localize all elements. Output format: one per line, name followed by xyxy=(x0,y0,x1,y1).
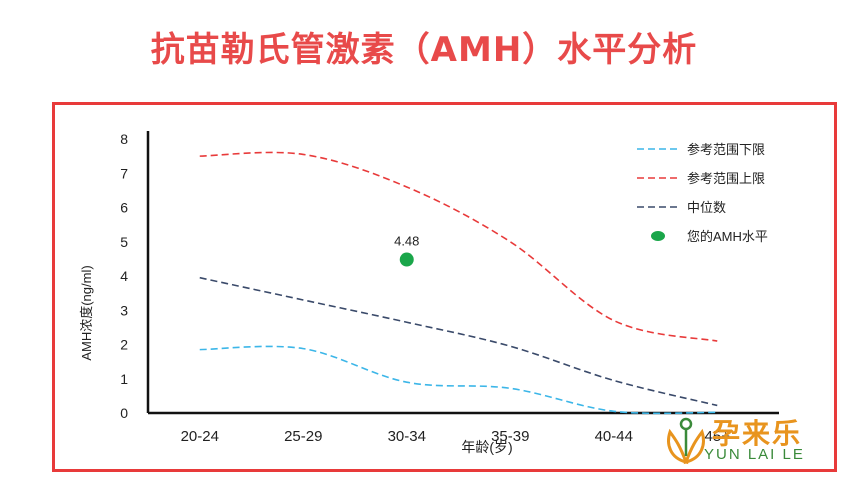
x-axis-label: 年龄(岁) xyxy=(461,439,512,455)
x-tick-label: 25-29 xyxy=(284,428,322,445)
legend-label: 参考范围下限 xyxy=(687,142,765,157)
legend-label: 中位数 xyxy=(687,200,726,215)
series-line-2 xyxy=(199,151,718,342)
y-tick-labels: 0 1 2 3 4 5 6 7 8 xyxy=(120,131,128,421)
y-tick-label: 4 xyxy=(120,268,128,284)
chart-frame: 0 1 2 3 4 5 6 7 8 20-24 25-29 30-34 35-39 40-44 45+ 4… xyxy=(52,102,837,472)
series-lines xyxy=(199,151,718,415)
x-tick-label: 45+ xyxy=(705,428,731,445)
y-tick-label: 0 xyxy=(120,405,128,421)
x-tick-labels: 20-24 25-29 30-34 35-39 40-44 45+ xyxy=(181,428,731,445)
chart-axes xyxy=(146,131,779,415)
y-tick-label: 7 xyxy=(120,165,128,181)
series-line-1 xyxy=(199,345,718,415)
legend-label: 参考范围上限 xyxy=(687,171,765,186)
y-tick-label: 8 xyxy=(120,131,128,147)
logo-text-en: YUN LAI LE xyxy=(704,446,805,463)
series-line-3 xyxy=(199,276,718,407)
page-title: 抗苗勒氏管激素（AMH）水平分析 xyxy=(150,30,698,70)
x-tick-label: 40-44 xyxy=(595,428,633,445)
point-data-label: 4.48 xyxy=(394,234,419,249)
logo-text-cn: 孕来乐 xyxy=(712,417,803,450)
x-tick-label: 35-39 xyxy=(491,428,529,445)
data-points: 4.48 xyxy=(394,234,419,267)
brand-logo: 孕来乐 YUN LAI LE xyxy=(664,410,840,472)
amh-line-chart: 0 1 2 3 4 5 6 7 8 20-24 25-29 30-34 35-39 40-44 45+ 4… xyxy=(79,131,779,455)
y-tick-label: 6 xyxy=(120,200,128,216)
leaf-emblem-icon xyxy=(667,417,705,465)
y-tick-label: 5 xyxy=(120,234,128,250)
y-tick-label: 1 xyxy=(120,371,128,387)
y-axis-label: AMH浓度(ng/ml) xyxy=(79,265,94,360)
y-tick-label: 3 xyxy=(120,302,128,318)
legend-label: 您的AMH水平 xyxy=(687,229,768,244)
y-tick-label: 2 xyxy=(120,337,128,353)
your-amh-point xyxy=(399,252,414,267)
x-tick-label: 20-24 xyxy=(181,428,219,445)
legend-point-swatch xyxy=(651,231,665,241)
x-tick-label: 30-34 xyxy=(388,428,426,445)
